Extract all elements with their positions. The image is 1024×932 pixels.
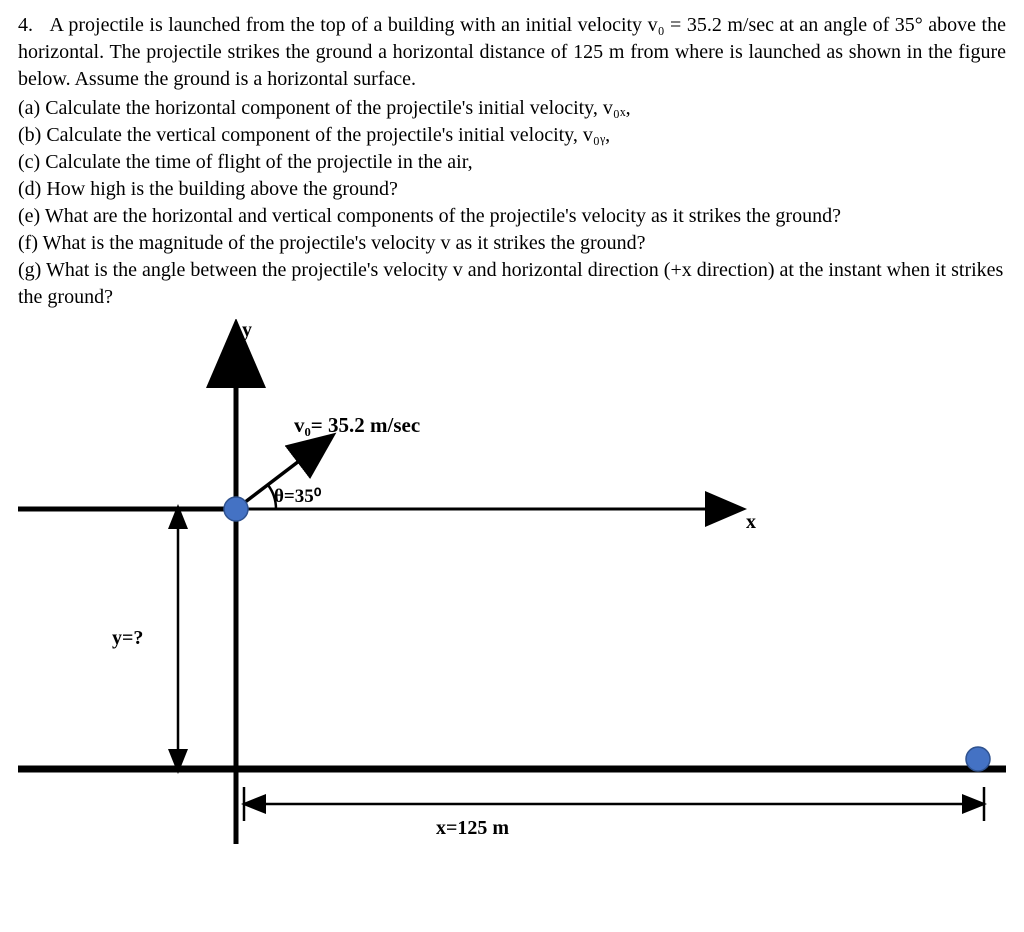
problem-statement: 4. A projectile is launched from the top… [18,12,1006,93]
range-label: x=125 m [436,817,509,840]
velocity-label: v₀= 35.2 m/sec [294,413,420,438]
part-d: (d) How high is the building above the g… [18,176,1006,203]
projectile-end [966,747,990,771]
angle-label: θ=35⁰ [274,485,321,508]
problem-parts: (a) Calculate the horizontal component o… [18,95,1006,311]
projectile-diagram: y x v₀= 35.2 m/sec θ=35⁰ y=? x=125 m [18,319,1006,859]
part-e: (e) What are the horizontal and vertical… [18,203,1006,230]
problem-number: 4. [18,14,33,36]
x-axis-label: x [746,511,756,534]
y-axis-label: y [242,319,252,342]
part-g: (g) What is the angle between the projec… [18,257,1006,311]
part-b: (b) Calculate the vertical component of … [18,122,1006,149]
projectile-start [224,497,248,521]
diagram-svg [18,319,1006,859]
part-a: (a) Calculate the horizontal component o… [18,95,1006,122]
height-label: y=? [112,627,143,650]
part-c: (c) Calculate the time of flight of the … [18,149,1006,176]
part-f: (f) What is the magnitude of the project… [18,230,1006,257]
problem-intro-text: A projectile is launched from the top of… [18,14,1006,90]
